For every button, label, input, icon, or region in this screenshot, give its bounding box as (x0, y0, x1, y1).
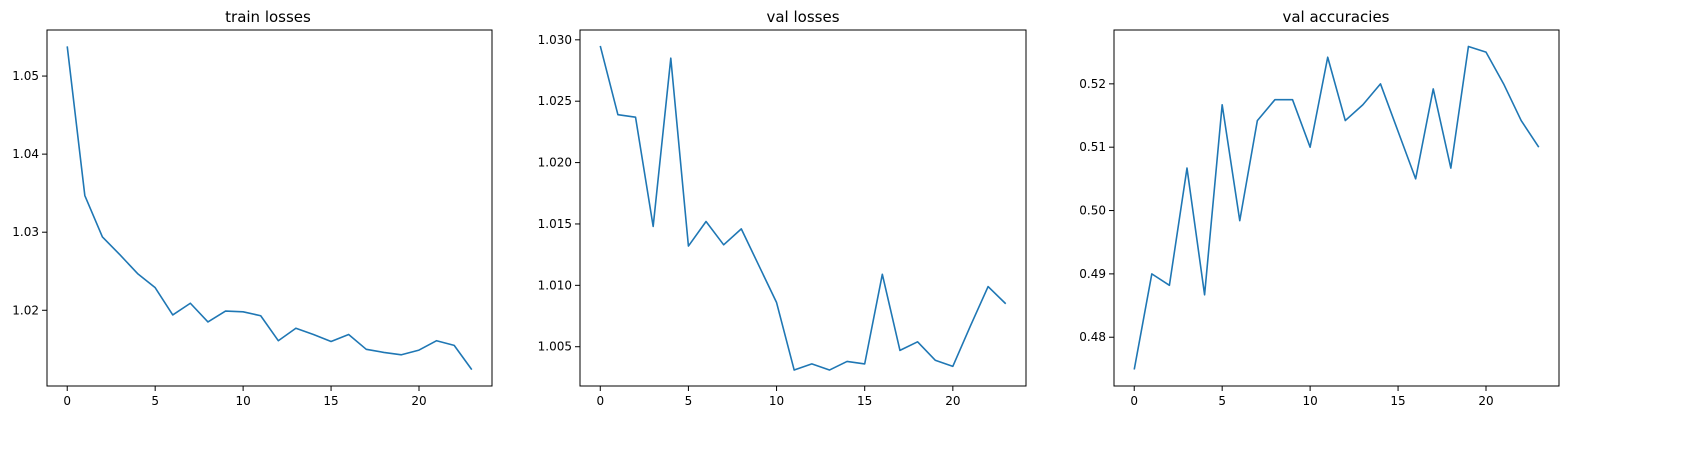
y-tick-label: 0.48 (1079, 330, 1106, 344)
series-line (599, 45, 1007, 371)
y-tick-label: 0.51 (1079, 140, 1106, 154)
y-tick-label: 0.49 (1079, 267, 1106, 281)
x-tick-label: 20 (945, 394, 960, 408)
y-tick-label: 1.020 (538, 156, 572, 170)
y-tick-label: 0.50 (1079, 204, 1106, 218)
chart-title: val losses (766, 8, 839, 26)
chart-val-losses: val losses 0 5 10 15 20 1.005 1.010 1.015 1.020 1… (538, 8, 1027, 408)
x-tick-label: 10 (1302, 394, 1317, 408)
series-line (1133, 45, 1540, 370)
y-tick-label: 1.030 (538, 33, 572, 47)
y-tick-label: 1.03 (12, 225, 39, 239)
x-tick-label: 10 (769, 394, 784, 408)
x-tick-label: 5 (1218, 394, 1226, 408)
y-tick-label: 1.015 (538, 217, 572, 231)
x-tick-label: 20 (1478, 394, 1493, 408)
y-tick-label: 1.04 (12, 147, 39, 161)
x-tick-label: 0 (596, 394, 604, 408)
x-tick-label: 0 (1130, 394, 1138, 408)
y-tick-label: 1.02 (12, 303, 39, 317)
x-tick-label: 0 (63, 394, 71, 408)
chart-title: val accuracies (1282, 8, 1389, 26)
y-tick-label: 1.05 (12, 69, 39, 83)
chart-val-accuracies: val accuracies 0 5 10 15 20 0.48 0.49 0.50 0.51 0… (1079, 8, 1560, 408)
x-tick-label: 5 (685, 394, 693, 408)
y-tick-label: 1.005 (538, 340, 572, 354)
y-tick-label: 1.025 (538, 94, 572, 108)
chart-title: train losses (225, 8, 311, 26)
x-tick-label: 20 (411, 394, 426, 408)
x-tick-label: 15 (857, 394, 872, 408)
plot-area (46, 29, 493, 387)
y-tick-label: 1.010 (538, 278, 572, 292)
x-tick-label: 15 (323, 394, 338, 408)
chart-train-losses: train losses 0 5 10 15 20 1.02 1.03 1.04 1.05 (12, 8, 493, 408)
x-tick-label: 15 (1390, 394, 1405, 408)
x-tick-label: 10 (235, 394, 250, 408)
y-tick-label: 0.52 (1079, 77, 1106, 91)
series-line (66, 46, 473, 371)
x-tick-label: 5 (151, 394, 159, 408)
plot-area (579, 29, 1027, 387)
